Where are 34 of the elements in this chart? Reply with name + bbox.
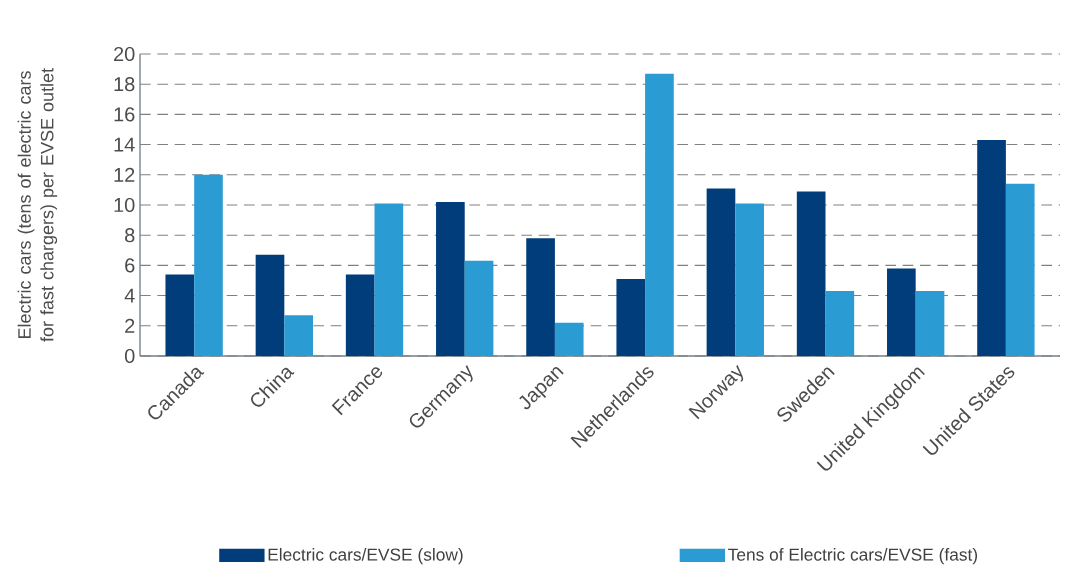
bar [554,322,584,356]
bar [194,174,223,356]
bar [1005,183,1035,356]
y-tick-label: 4 [124,288,135,303]
bar [645,73,674,356]
bar [977,140,1006,356]
bar [436,201,465,356]
y-tick-label: 10 [114,197,135,213]
y-tick-label: 6 [125,258,135,273]
bar [345,274,375,356]
legend-label: Tens of Electric cars/EVSE (fast) [728,548,978,565]
bar [165,274,195,356]
y-tick-label: 20 [114,46,135,62]
y-tick-label: 14 [114,137,135,152]
y-tick-label: 12 [114,167,135,182]
legend-label: Electric cars/EVSE (slow) [268,548,463,565]
bar [915,291,945,356]
bar [284,315,313,356]
bar [796,191,826,356]
bar [464,260,494,356]
bar [735,203,764,356]
y-axis-title: Electric cars (tens of electric cars for fast chargers) per EVSE outlet [17,68,58,342]
y-tick-label: 16 [114,107,135,122]
bar [825,291,855,356]
y-tick-label: 8 [125,228,135,243]
bar [374,203,404,356]
bar [706,188,736,356]
bar [255,254,285,356]
y-tick-label: 0 [124,348,135,364]
bar [526,238,555,356]
bar [887,268,916,356]
bar [616,278,646,356]
y-tick-label: 18 [114,77,135,92]
y-tick-label: 2 [125,318,135,333]
